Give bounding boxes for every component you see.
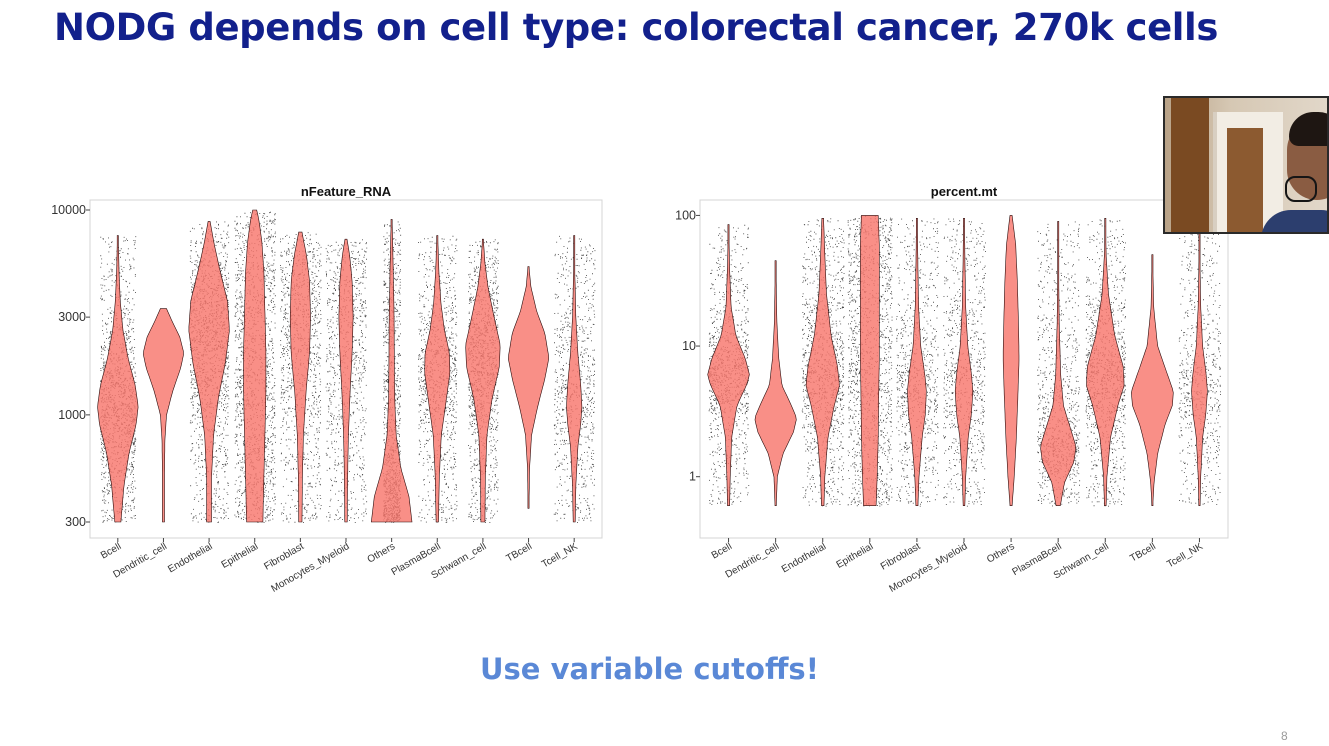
violin-Bcell: Bcell [707, 224, 750, 561]
violin-shape [338, 238, 354, 523]
violin-shape [188, 221, 230, 523]
x-tick-label: Dendritic_cell [724, 541, 781, 581]
x-tick-label: Epithelial [835, 541, 876, 571]
violin-shape [143, 308, 184, 523]
violin-panel-1: nFeature_RNA1000030001000300BcellDendrit… [51, 184, 603, 595]
violin-Tcell_NK: Tcell_NK [540, 235, 596, 570]
x-tick-label: Tcell_NK [1165, 541, 1205, 570]
violin-points [553, 235, 596, 523]
webcam-shirt [1261, 210, 1327, 232]
violin-Endothelial: Endothelial [780, 218, 845, 575]
slide-title: NODG depends on cell type: colorectal ca… [54, 6, 1218, 49]
violin-shape [465, 238, 501, 523]
violin-Others: Others [985, 215, 1020, 566]
violin-shape [289, 231, 311, 523]
violin-shape [860, 215, 880, 506]
webcam-glasses [1285, 176, 1317, 202]
violin-TBcell: TBcell [1128, 254, 1174, 564]
x-tick-label: TBcell [504, 541, 534, 564]
y-tick-label: 3000 [58, 310, 86, 324]
violin-shape [97, 235, 139, 523]
violin-Endothelial: Endothelial [166, 221, 230, 575]
slide-subtitle: Use variable cutoffs! [480, 652, 819, 686]
x-tick-label: Bcell [710, 541, 734, 561]
webcam-inner-door [1227, 128, 1263, 232]
x-tick-label: Others [985, 541, 1016, 566]
chart-title: nFeature_RNA [301, 184, 392, 199]
violin-PlasmaBcell: PlasmaBcell [1011, 221, 1081, 578]
violin-Fibroblast: Fibroblast [879, 218, 939, 573]
violin-shape [1040, 221, 1077, 506]
violin-shape [707, 224, 750, 506]
y-tick-label: 10000 [51, 203, 86, 217]
x-tick-label: Monocytes_Myeloid [269, 541, 351, 595]
y-tick-label: 300 [65, 515, 86, 529]
x-tick-label: TBcell [1128, 541, 1158, 564]
y-tick-label: 100 [675, 208, 696, 222]
x-tick-label: Endothelial [780, 541, 828, 575]
violin-TBcell: TBcell [504, 266, 549, 564]
violin-shape [424, 235, 451, 523]
violin-points [943, 218, 986, 507]
violin-Bcell: Bcell [97, 235, 139, 561]
violin-shape [1002, 215, 1020, 506]
violin-points [1178, 218, 1222, 505]
violin-shape [566, 235, 583, 523]
violin-points [325, 239, 368, 523]
violin-Others: Others [366, 219, 413, 566]
violin-Epithelial: Epithelial [835, 215, 893, 571]
violin-shape [1086, 218, 1125, 506]
chart-title: percent.mt [931, 184, 998, 199]
violin-shape [508, 266, 549, 509]
violin-points [1037, 221, 1081, 507]
violin-shape [754, 260, 797, 506]
violin-shape [1131, 254, 1174, 506]
violin-Tcell_NK: Tcell_NK [1165, 218, 1222, 570]
y-tick-label: 1 [689, 470, 696, 484]
violin-shape [243, 209, 267, 523]
violin-points [234, 211, 276, 523]
x-tick-label: Bcell [99, 541, 123, 561]
y-tick-label: 1000 [58, 408, 86, 422]
x-tick-label: Endothelial [166, 541, 214, 575]
violin-panel-2: percent.mt 100 10 1 BcellDendritic_cellEndot… [675, 184, 1229, 595]
webcam-door [1171, 98, 1209, 232]
webcam-overlay[interactable] [1163, 96, 1329, 234]
violin-shape [805, 218, 840, 506]
violin-shape [370, 219, 413, 523]
y-tick-label: 10 [682, 339, 696, 353]
violin-shape [907, 218, 927, 506]
x-tick-label: Epithelial [220, 541, 261, 571]
x-tick-label: Others [366, 541, 397, 566]
page-number: 8 [1281, 729, 1288, 743]
violin-shape [954, 218, 974, 506]
x-tick-label: Monocytes_Myeloid [887, 541, 969, 595]
x-tick-label: Tcell_NK [540, 541, 580, 570]
violin-shape [1191, 218, 1208, 506]
violin-points [847, 215, 893, 507]
